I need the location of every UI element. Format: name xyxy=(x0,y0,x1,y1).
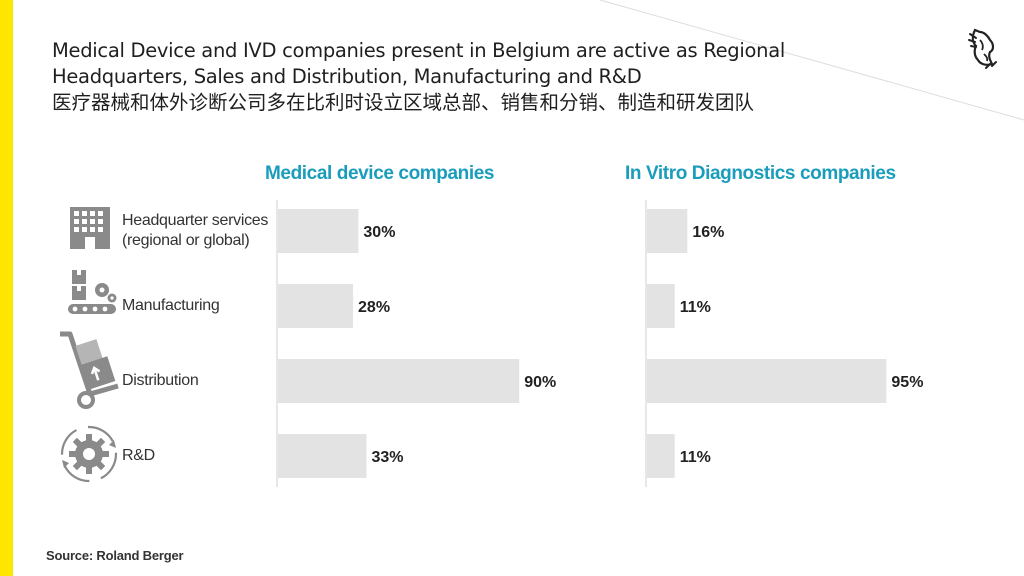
category-label-distribution: Distribution xyxy=(122,372,199,389)
ivd-value-label-4: 11% xyxy=(680,449,711,466)
category-label-headquarters-line-2: (regional or global) xyxy=(122,232,250,249)
ivd-bar-3 xyxy=(647,359,887,403)
title-english-line-2: Headquarters, Sales and Distribution, Ma… xyxy=(52,65,642,88)
ivd-value-label-2: 11% xyxy=(680,299,711,316)
medical-bar-2 xyxy=(278,284,354,328)
medical-value-label-4: 33% xyxy=(371,449,403,466)
ivd-bar-2 xyxy=(647,284,675,328)
medical-bar-1 xyxy=(278,209,359,253)
flemish-lion-logo xyxy=(968,28,997,69)
medical-bar-4 xyxy=(278,434,367,478)
hand-truck-icon xyxy=(60,331,119,409)
category-label-manufacturing: Manufacturing xyxy=(122,297,220,314)
source-note: Source: Roland Berger xyxy=(46,548,184,563)
ivd-value-label-3: 95% xyxy=(891,374,923,391)
slide-title: Medical Device and IVD companies present… xyxy=(52,38,785,116)
category-label-rnd: R&D xyxy=(122,447,155,464)
ivd-bar-4 xyxy=(647,434,675,478)
ivd-value-label-1: 16% xyxy=(692,224,724,241)
medical-value-label-2: 28% xyxy=(358,299,390,316)
title-english-line-1: Medical Device and IVD companies present… xyxy=(52,39,785,62)
accent-bar xyxy=(0,0,13,576)
chart-title-medical-device: Medical device companies xyxy=(265,163,495,184)
gear-cycle-icon xyxy=(60,425,118,483)
chart-title-ivd: In Vitro Diagnostics companies xyxy=(625,163,896,184)
factory-conveyor-icon xyxy=(68,270,117,314)
title-chinese: 医疗器械和体外诊断公司多在比利时设立区域总部、销售和分销、制造和研发团队 xyxy=(52,91,755,114)
category-label-headquarters: Headquarter services (regional or global… xyxy=(122,211,268,251)
building-icon xyxy=(70,207,110,249)
medical-value-label-3: 90% xyxy=(524,374,556,391)
medical-value-label-1: 30% xyxy=(363,224,395,241)
medical-bar-3 xyxy=(278,359,520,403)
category-label-headquarters-line-1: Headquarter services xyxy=(122,212,269,229)
ivd-bar-1 xyxy=(647,209,688,253)
